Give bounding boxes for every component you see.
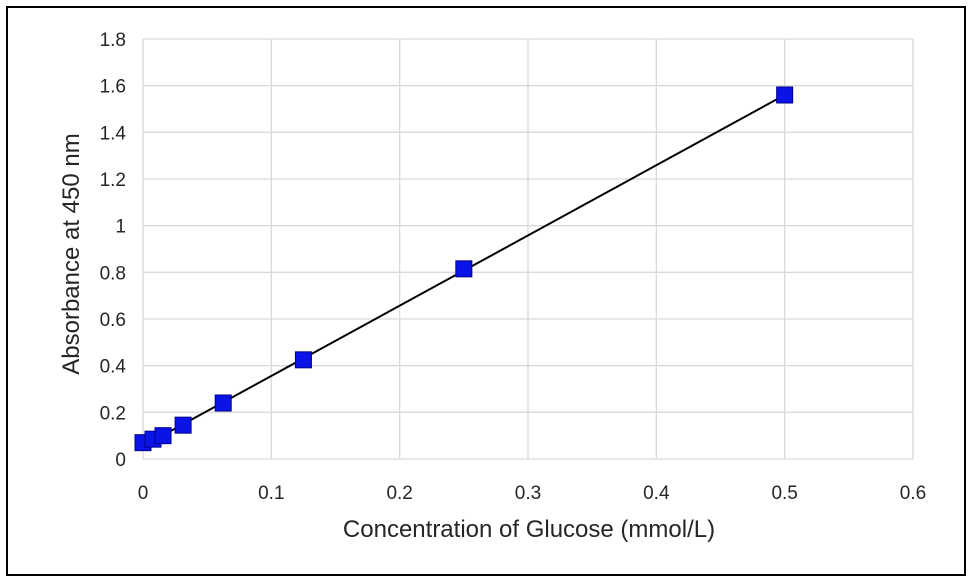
data-point [294,351,312,369]
data-point [776,86,794,104]
x-tick-label: 0.5 [771,483,797,504]
gridlines [142,38,914,460]
y-tick-label: 0.6 [100,310,126,331]
data-point [154,427,172,445]
data-point [455,260,473,278]
y-axis-title: Absorbance at 450 nm [58,133,85,375]
y-tick-label: 0.4 [100,357,127,378]
x-tick-label: 0.6 [900,483,926,504]
y-tick-label: 1 [115,217,126,238]
y-tick-label: 0 [115,450,126,471]
x-axis-ticks: 0 0.1 0.2 0.3 0.4 0.5 0.6 [138,483,927,504]
x-axis-title: Concentration of Glucose (mmol/L) [343,516,715,543]
x-tick-label: 0.1 [258,483,284,504]
chart-frame: 0 0.1 0.2 0.3 0.4 0.5 0.6 0 0.2 0.4 0.6 0.8 1 1.2 1.4… [6,6,966,576]
data-points [134,86,794,452]
x-tick-label: 0.3 [515,483,541,504]
x-tick-label: 0 [138,483,149,504]
y-tick-label: 1.8 [100,30,126,51]
x-tick-label: 0.4 [643,483,670,504]
y-tick-label: 1.4 [100,123,127,144]
y-tick-label: 1.6 [100,77,126,98]
x-tick-label: 0.2 [386,483,412,504]
y-axis-ticks: 0 0.2 0.4 0.6 0.8 1 1.2 1.4 1.6 1.8 [100,30,127,471]
data-point [214,394,232,412]
scatter-chart: 0 0.1 0.2 0.3 0.4 0.5 0.6 0 0.2 0.4 0.6 0.8 1 1.2 1.4… [58,30,927,543]
y-tick-label: 0.8 [100,263,126,284]
y-tick-label: 1.2 [100,170,126,191]
data-point [174,416,192,434]
y-tick-label: 0.2 [100,403,126,424]
